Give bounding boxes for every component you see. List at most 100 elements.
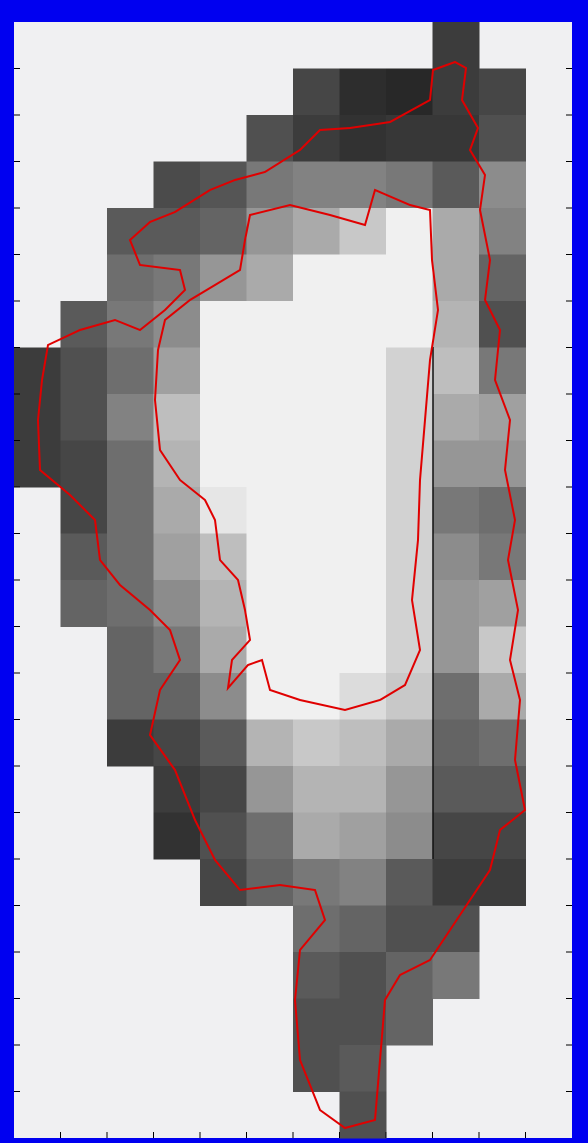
cell <box>293 394 340 441</box>
cell <box>432 673 480 720</box>
cell <box>153 254 201 302</box>
cell <box>153 208 201 255</box>
cell <box>246 533 294 581</box>
cell <box>339 68 387 116</box>
cell <box>432 301 480 348</box>
cell <box>339 440 387 488</box>
cell <box>60 394 108 441</box>
cell <box>293 440 340 488</box>
cell <box>107 719 154 767</box>
cell <box>14 347 61 395</box>
cell <box>153 580 201 627</box>
cell <box>293 533 340 581</box>
cell <box>246 208 294 255</box>
cell <box>153 673 201 720</box>
cell <box>246 812 294 860</box>
cell <box>386 208 433 255</box>
cell <box>339 254 387 302</box>
cell <box>246 394 294 441</box>
cell <box>246 254 294 302</box>
cell <box>153 440 201 488</box>
cell <box>479 487 526 534</box>
cell <box>386 533 433 581</box>
cell <box>432 347 480 395</box>
cell <box>386 626 433 674</box>
cell <box>339 998 387 1046</box>
inner-outline <box>153 188 440 712</box>
cell <box>432 766 480 813</box>
cell <box>200 394 247 441</box>
cell <box>293 487 340 534</box>
ticks <box>14 68 572 1138</box>
cell <box>60 580 108 627</box>
cell <box>246 719 294 767</box>
cell <box>432 208 480 255</box>
cell <box>479 859 526 906</box>
cell <box>339 533 387 581</box>
cell <box>293 952 340 999</box>
cell <box>153 533 201 581</box>
cell <box>479 115 526 162</box>
cell <box>339 161 387 209</box>
cell <box>246 766 294 813</box>
cell <box>107 254 154 302</box>
cell <box>246 440 294 488</box>
cell <box>153 812 201 860</box>
cell <box>386 766 433 813</box>
cell <box>479 208 526 255</box>
cell <box>153 347 201 395</box>
cell <box>339 1091 387 1139</box>
cell <box>246 673 294 720</box>
cell <box>293 626 340 674</box>
cell <box>432 68 480 116</box>
cell <box>200 766 247 813</box>
cell <box>479 766 526 813</box>
cell <box>386 719 433 767</box>
cell <box>153 301 201 348</box>
cell <box>246 115 294 162</box>
cell <box>339 812 387 860</box>
cell <box>200 208 247 255</box>
cell <box>479 301 526 348</box>
cell <box>339 301 387 348</box>
cell <box>432 952 480 999</box>
cell <box>432 161 480 209</box>
cell <box>386 115 433 162</box>
cell <box>200 487 247 534</box>
cell <box>432 254 480 302</box>
cell <box>200 812 247 860</box>
cell <box>14 440 61 488</box>
cell <box>479 347 526 395</box>
cell <box>432 719 480 767</box>
cell <box>432 812 480 860</box>
cell <box>293 719 340 767</box>
cell <box>293 115 340 162</box>
cell <box>107 347 154 395</box>
cell <box>153 719 201 767</box>
cell <box>479 68 526 116</box>
cell <box>293 68 340 116</box>
cell <box>479 533 526 581</box>
cell <box>107 673 154 720</box>
cell <box>60 440 108 488</box>
cell <box>432 394 480 441</box>
cell <box>386 905 433 953</box>
cell <box>200 440 247 488</box>
cell <box>339 394 387 441</box>
cell <box>339 905 387 953</box>
cell <box>479 812 526 860</box>
cell <box>386 347 433 395</box>
cell <box>153 394 201 441</box>
cell <box>339 487 387 534</box>
cell <box>293 859 340 906</box>
cell <box>60 347 108 395</box>
cell <box>107 533 154 581</box>
cell <box>200 301 247 348</box>
cell <box>107 626 154 674</box>
cell <box>432 580 480 627</box>
cell <box>339 347 387 395</box>
cells <box>14 22 526 1139</box>
cell <box>200 254 247 302</box>
cell <box>339 115 387 162</box>
cell <box>339 719 387 767</box>
